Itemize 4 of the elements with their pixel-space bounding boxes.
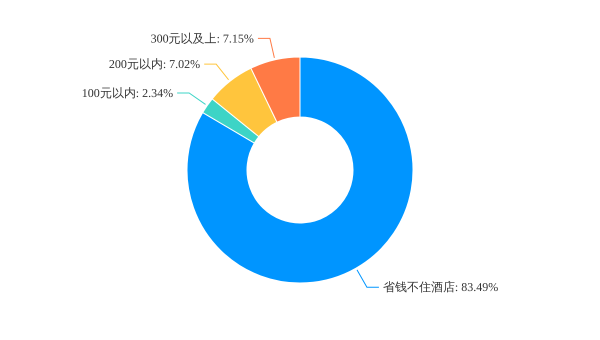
slice-label: 300元以及上: 7.15%	[150, 31, 254, 46]
slice-label: 省钱不住酒店: 83.49%	[382, 280, 498, 294]
slice-label: 200元以内: 7.02%	[108, 57, 200, 72]
slice-label: 100元以内: 2.34%	[82, 86, 174, 100]
